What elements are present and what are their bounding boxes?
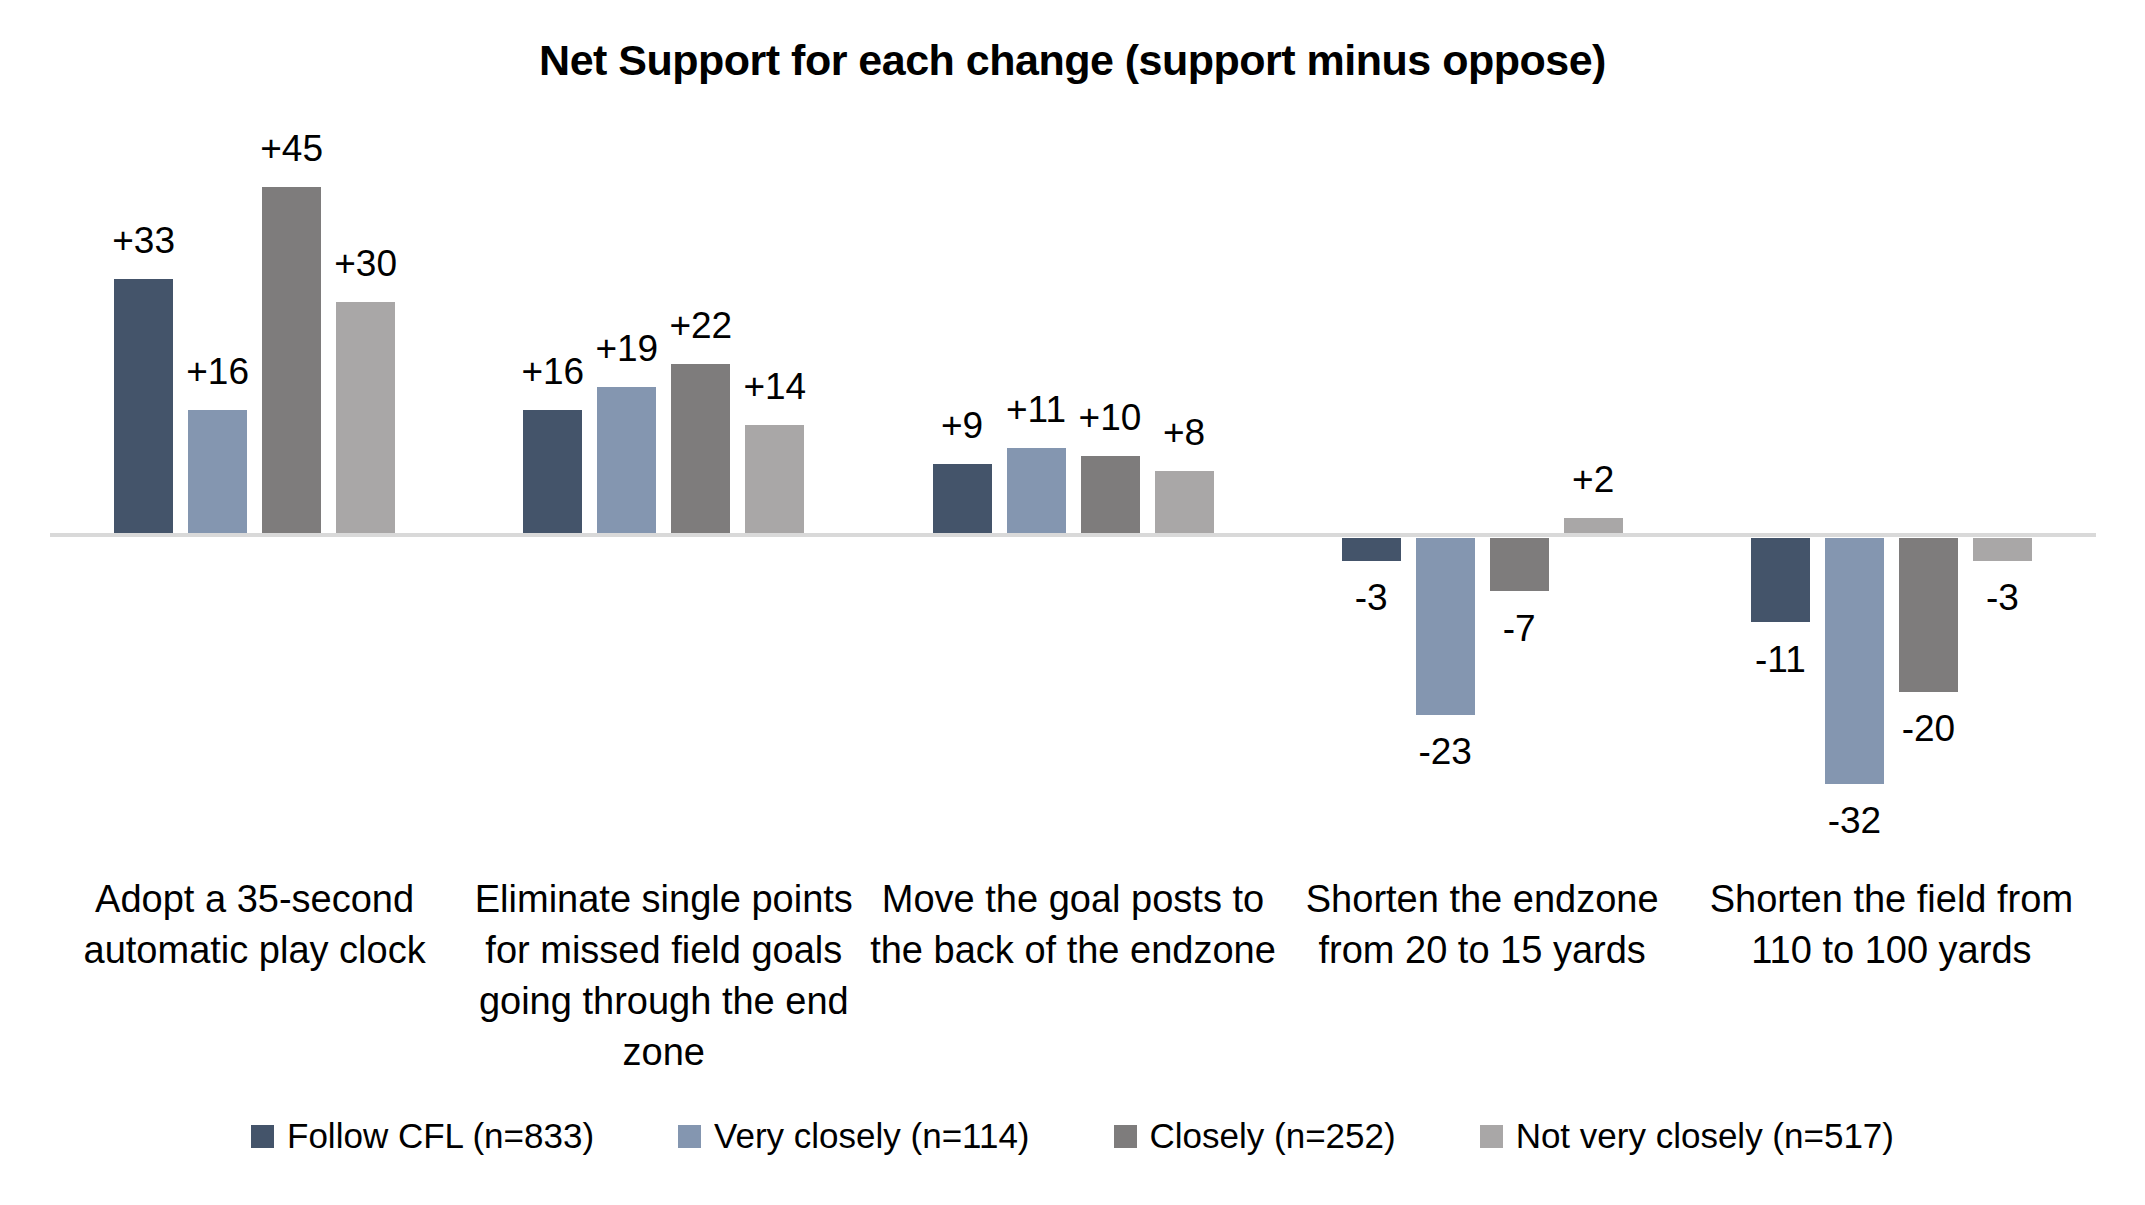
legend-swatch-icon <box>1114 1125 1137 1148</box>
bar-value-label: +2 <box>1523 458 1663 502</box>
bar-s0-c1 <box>523 410 582 533</box>
bar-value-label: +33 <box>74 219 214 263</box>
legend-item-3: Not very closely (n=517) <box>1480 1116 1894 1156</box>
plot-area: +33+16+45+30Adopt a 35-second automatic … <box>0 0 2145 1205</box>
bar-s0-c3 <box>1342 538 1401 561</box>
bar-value-label: +8 <box>1114 411 1254 455</box>
bar-s0-c0 <box>114 279 173 533</box>
category-label: Shorten the endzone from 20 to 15 yards <box>1272 874 1692 976</box>
bar-s2-c0 <box>262 187 321 534</box>
bar-s1-c2 <box>1007 448 1066 533</box>
bar-s0-c4 <box>1751 538 1810 623</box>
bar-s3-c0 <box>336 302 395 533</box>
category-label: Move the goal posts to the back of the e… <box>863 874 1283 976</box>
legend-swatch-icon <box>1480 1125 1503 1148</box>
bar-value-label: -20 <box>1858 707 1998 751</box>
bar-s3-c4 <box>1973 538 2032 561</box>
bar-value-label: +45 <box>222 127 362 171</box>
bar-value-label: -3 <box>1932 576 2072 620</box>
legend-swatch-icon <box>251 1125 274 1148</box>
bar-s2-c3 <box>1490 538 1549 592</box>
category-label: Shorten the field from 110 to 100 yards <box>1681 874 2101 976</box>
bar-s3-c2 <box>1155 471 1214 533</box>
legend-label: Not very closely (n=517) <box>1516 1116 1894 1156</box>
bar-s1-c1 <box>597 387 656 533</box>
legend-label: Very closely (n=114) <box>714 1116 1029 1156</box>
legend-label: Closely (n=252) <box>1150 1116 1396 1156</box>
bar-value-label: +14 <box>705 365 845 409</box>
legend-item-1: Very closely (n=114) <box>678 1116 1029 1156</box>
bar-value-label: +30 <box>296 242 436 286</box>
bar-s2-c2 <box>1081 456 1140 533</box>
bar-s3-c3 <box>1564 518 1623 533</box>
bar-s3-c1 <box>745 425 804 533</box>
legend: Follow CFL (n=833) Very closely (n=114) Cl… <box>0 1116 2145 1156</box>
bar-value-label: -7 <box>1449 607 1589 651</box>
legend-swatch-icon <box>678 1125 701 1148</box>
bar-value-label: -32 <box>1784 799 1924 843</box>
bar-value-label: +22 <box>631 304 771 348</box>
x-axis-baseline <box>50 533 2096 537</box>
bar-value-label: -23 <box>1375 730 1515 774</box>
net-support-bar-chart: Net Support for each change (support min… <box>0 0 2145 1205</box>
legend-label: Follow CFL (n=833) <box>287 1116 594 1156</box>
bar-s0-c2 <box>933 464 992 533</box>
legend-item-2: Closely (n=252) <box>1114 1116 1396 1156</box>
bar-s1-c0 <box>188 410 247 533</box>
legend-item-0: Follow CFL (n=833) <box>251 1116 594 1156</box>
category-label: Eliminate single points for missed field… <box>454 874 874 1078</box>
category-label: Adopt a 35-second automatic play clock <box>45 874 465 976</box>
